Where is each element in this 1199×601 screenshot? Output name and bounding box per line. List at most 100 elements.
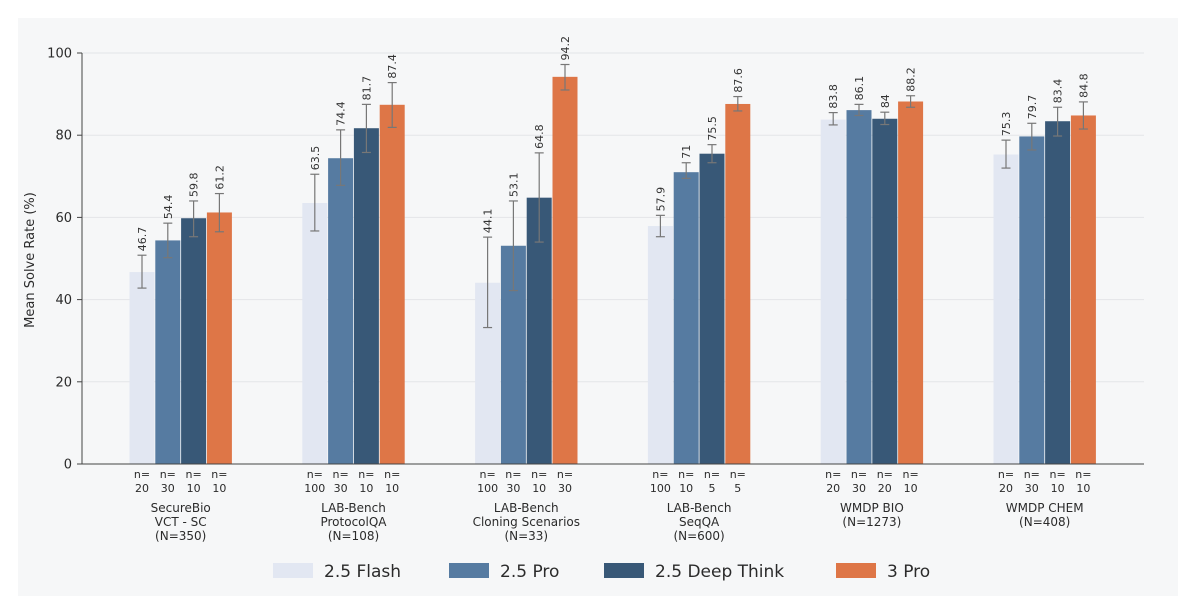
category-label: SecureBio <box>151 501 211 515</box>
n-label: n= <box>678 468 694 481</box>
bar <box>181 218 207 464</box>
legend-swatch <box>604 563 644 578</box>
data-label: 84 <box>879 94 892 108</box>
n-value: 10 <box>532 482 546 495</box>
n-value: 20 <box>999 482 1013 495</box>
n-label: n= <box>652 468 668 481</box>
bar <box>129 272 155 464</box>
n-label: n= <box>307 468 323 481</box>
y-axis-label: Mean Solve Rate (%) <box>23 192 38 328</box>
legend-label: 2.5 Pro <box>500 562 559 582</box>
n-label: n= <box>557 468 573 481</box>
bar <box>1070 115 1096 465</box>
n-label: n= <box>384 468 400 481</box>
n-value: 10 <box>679 482 693 495</box>
category-label: VCT - SC <box>155 515 207 529</box>
category-label: (N=408) <box>1019 515 1070 529</box>
n-value: 10 <box>904 482 918 495</box>
category-label: LAB-Bench <box>321 501 386 515</box>
bar <box>302 203 328 464</box>
bar <box>353 128 379 464</box>
n-value: 30 <box>334 482 348 495</box>
n-value: 10 <box>1076 482 1090 495</box>
data-label: 54.4 <box>162 195 175 220</box>
axis-layer: Mean Solve Rate (%) <box>23 53 1144 465</box>
y-tick-label: 100 <box>47 47 72 62</box>
n-label: n= <box>358 468 374 481</box>
data-label: 44.1 <box>482 209 495 233</box>
legend-label: 2.5 Deep Think <box>655 562 784 582</box>
n-label: n= <box>902 468 918 481</box>
label-layer: 02040608010046.7n=2054.4n=3059.8n=1061.2… <box>47 36 1091 543</box>
data-label: 94.2 <box>559 36 572 61</box>
category-label: (N=350) <box>155 529 206 543</box>
n-label: n= <box>877 468 893 481</box>
n-value: 30 <box>161 482 175 495</box>
data-label: 75.3 <box>1000 112 1013 137</box>
category-label: (N=600) <box>673 529 724 543</box>
bar <box>1019 136 1045 465</box>
legend-swatch <box>449 563 489 578</box>
category-label: SeqQA <box>679 515 720 529</box>
data-label: 53.1 <box>507 172 520 197</box>
data-label: 46.7 <box>136 227 149 252</box>
bar-layer <box>129 63 1096 465</box>
category-label: (N=33) <box>504 529 548 543</box>
y-tick-label: 40 <box>55 293 72 308</box>
bar <box>647 226 673 464</box>
bar <box>552 76 578 464</box>
n-label: n= <box>730 468 746 481</box>
data-label: 83.4 <box>1052 79 1065 104</box>
n-value: 20 <box>826 482 840 495</box>
category-label: ProtocolQA <box>320 515 387 529</box>
n-value: 30 <box>506 482 520 495</box>
data-label: 57.9 <box>654 187 667 212</box>
bar <box>872 118 898 464</box>
legend-label: 3 Pro <box>887 562 930 582</box>
n-value: 20 <box>135 482 149 495</box>
y-tick-label: 0 <box>64 458 72 473</box>
data-label: 64.8 <box>533 124 546 149</box>
data-label: 75.5 <box>706 116 719 141</box>
category-label: WMDP CHEM <box>1006 501 1084 515</box>
category-label: WMDP BIO <box>840 501 904 515</box>
n-label: n= <box>851 468 867 481</box>
n-value: 20 <box>878 482 892 495</box>
legend-swatch <box>273 563 313 578</box>
n-value: 10 <box>187 482 201 495</box>
n-label: n= <box>134 468 150 481</box>
legend: 2.5 Flash 2.5 Pro 2.5 Deep Think 3 Pro <box>273 562 930 582</box>
n-value: 5 <box>734 482 741 495</box>
n-value: 30 <box>852 482 866 495</box>
grid-layer <box>77 52 1144 465</box>
category-label: LAB-Bench <box>494 501 559 515</box>
n-label: n= <box>1075 468 1091 481</box>
n-value: 10 <box>359 482 373 495</box>
category-label: (N=1273) <box>842 515 901 529</box>
y-tick-label: 60 <box>55 211 72 226</box>
data-label: 81.7 <box>360 76 373 101</box>
data-label: 87.6 <box>732 68 745 93</box>
data-label: 61.2 <box>213 165 226 190</box>
data-label: 84.8 <box>1077 73 1090 98</box>
n-value: 100 <box>477 482 498 495</box>
category-label: (N=108) <box>328 529 379 543</box>
data-label: 59.8 <box>188 172 201 197</box>
n-value: 10 <box>385 482 399 495</box>
n-label: n= <box>479 468 495 481</box>
n-value: 100 <box>304 482 325 495</box>
bar <box>725 103 751 465</box>
n-value: 10 <box>212 482 226 495</box>
n-value: 100 <box>650 482 671 495</box>
bar <box>898 101 924 465</box>
bar <box>155 240 181 464</box>
y-tick-label: 80 <box>55 129 72 144</box>
y-tick-label: 20 <box>55 375 72 390</box>
bar <box>846 110 872 464</box>
n-label: n= <box>505 468 521 481</box>
category-label: LAB-Bench <box>667 501 732 515</box>
n-label: n= <box>1049 468 1065 481</box>
data-label: 86.1 <box>853 76 866 101</box>
